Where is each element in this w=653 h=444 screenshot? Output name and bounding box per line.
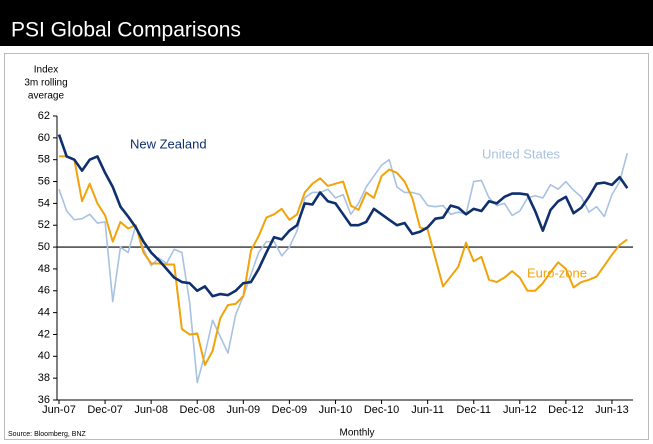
series-label: New Zealand bbox=[130, 136, 207, 151]
y-axis-label: Index bbox=[34, 65, 58, 76]
x-axis-label: Monthly bbox=[339, 428, 374, 439]
y-tick-label: 38 bbox=[38, 372, 50, 384]
chart-title: PSI Global Comparisons bbox=[11, 19, 241, 42]
y-tick-label: 40 bbox=[38, 350, 50, 362]
y-tick-label: 52 bbox=[38, 219, 50, 231]
y-tick-label: 36 bbox=[38, 394, 50, 406]
series-line bbox=[57, 134, 629, 298]
y-tick-label: 50 bbox=[38, 241, 50, 253]
x-tick-label: Dec-12 bbox=[548, 404, 583, 416]
x-tick-label: Dec-09 bbox=[272, 404, 307, 416]
x-tick-label: Dec-07 bbox=[87, 404, 122, 416]
x-tick-label: Jun-09 bbox=[226, 404, 260, 416]
x-tick-label: Dec-11 bbox=[456, 404, 491, 416]
x-tick-label: Jun-07 bbox=[42, 404, 76, 416]
series-line bbox=[59, 155, 628, 367]
y-axis-label: 3m rolling bbox=[24, 78, 67, 89]
x-tick-label: Dec-08 bbox=[180, 404, 215, 416]
x-tick-label: Jun-13 bbox=[595, 404, 629, 416]
series-label: United States bbox=[482, 146, 561, 161]
y-tick-label: 60 bbox=[38, 132, 50, 144]
y-tick-label: 42 bbox=[38, 328, 50, 340]
title-bar bbox=[0, 0, 653, 46]
series-label: Euro-zone bbox=[527, 265, 587, 280]
y-tick-label: 62 bbox=[38, 110, 50, 122]
chart-frame bbox=[4, 53, 649, 440]
y-tick-label: 48 bbox=[38, 263, 50, 275]
y-tick-label: 46 bbox=[38, 285, 50, 297]
y-tick-label: 58 bbox=[38, 154, 50, 166]
x-tick-label: Jun-12 bbox=[503, 404, 537, 416]
y-axis-label: average bbox=[28, 91, 65, 102]
y-tick-label: 56 bbox=[38, 175, 50, 187]
y-tick-label: 54 bbox=[38, 197, 50, 209]
source-note: Source: Bloomberg, BNZ bbox=[8, 431, 87, 438]
x-tick-label: Jun-08 bbox=[134, 404, 168, 416]
x-tick-label: Jun-11 bbox=[411, 404, 444, 416]
x-tick-label: Jun-10 bbox=[319, 404, 353, 416]
x-tick-label: Dec-10 bbox=[364, 404, 399, 416]
y-tick-label: 44 bbox=[38, 307, 50, 319]
